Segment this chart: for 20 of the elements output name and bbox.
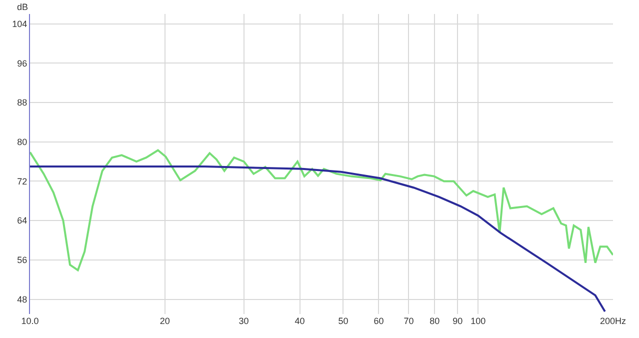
x-tick-label: 50	[338, 316, 348, 326]
y-tick-label: 72	[17, 176, 28, 186]
x-tick-label: 200Hz	[600, 316, 627, 326]
y-tick-label: 64	[17, 216, 28, 226]
x-tick-label: 10.0	[21, 316, 39, 326]
x-tick-label: 20	[160, 316, 170, 326]
x-tick-label: 60	[374, 316, 384, 326]
x-tick-label: 90	[452, 316, 463, 326]
x-tick-label: 70	[404, 316, 414, 326]
y-tick-label: 88	[17, 98, 28, 108]
y-axis-title: dB	[17, 2, 28, 12]
x-tick-label: 30	[238, 316, 249, 326]
y-tick-label: 56	[17, 255, 28, 266]
y-tick-label: 48	[17, 294, 28, 304]
x-tick-label: 100	[470, 316, 486, 326]
y-tick-label: 104	[12, 18, 28, 29]
y-tick-label: 96	[17, 58, 28, 68]
x-tick-label: 80	[430, 316, 440, 326]
x-tick-label: 40	[294, 316, 305, 326]
y-tick-label: 80	[17, 137, 28, 148]
